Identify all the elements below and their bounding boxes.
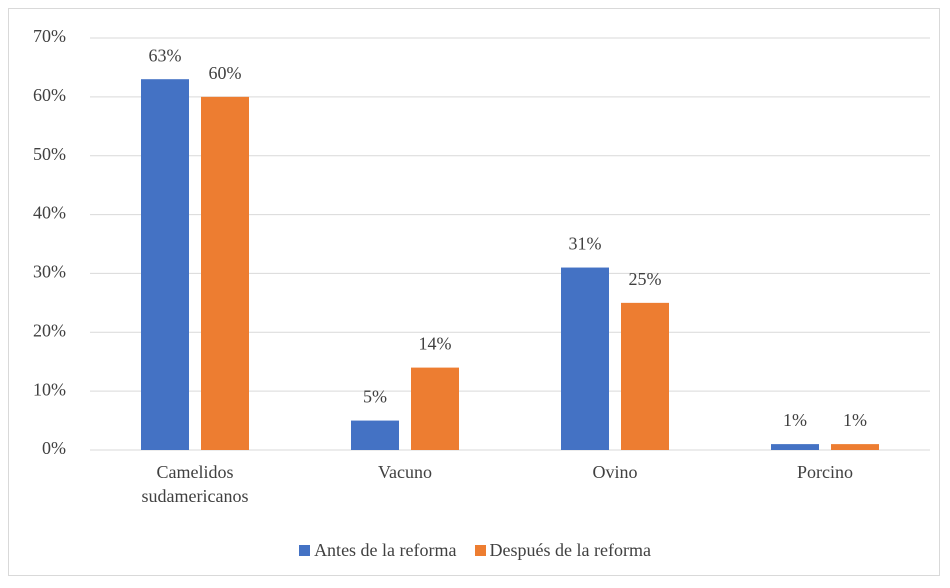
legend: Antes de la reforma Después de la reforma bbox=[0, 540, 950, 561]
chart-frame bbox=[8, 8, 940, 576]
bar bbox=[831, 444, 879, 450]
data-label: 31% bbox=[569, 234, 602, 254]
data-label: 5% bbox=[363, 387, 387, 407]
data-label: 14% bbox=[419, 334, 452, 354]
y-tick-label: 20% bbox=[33, 320, 66, 340]
bar bbox=[411, 367, 459, 450]
bar bbox=[351, 420, 399, 450]
bar bbox=[621, 302, 669, 450]
legend-label: Después de la reforma bbox=[489, 540, 651, 560]
x-tick-label: Camelidos sudamericanos bbox=[141, 462, 249, 506]
bar bbox=[561, 267, 609, 450]
legend-swatch bbox=[299, 545, 311, 556]
y-tick-label: 10% bbox=[33, 379, 66, 399]
y-tick-label: 70% bbox=[33, 26, 66, 46]
bar bbox=[141, 79, 189, 450]
bar bbox=[201, 96, 249, 450]
legend-label: Antes de la reforma bbox=[314, 540, 457, 560]
legend-item: Antes de la reforma bbox=[299, 540, 457, 561]
y-tick-label: 60% bbox=[33, 85, 66, 105]
x-tick-label: Ovino bbox=[592, 462, 638, 482]
x-tick-label: Vacuno bbox=[378, 462, 432, 482]
y-tick-label: 50% bbox=[33, 144, 66, 164]
data-label: 60% bbox=[209, 63, 242, 83]
y-tick-label: 0% bbox=[42, 438, 66, 458]
data-label: 25% bbox=[629, 269, 662, 289]
y-tick-label: 30% bbox=[33, 262, 66, 282]
data-label: 63% bbox=[149, 45, 182, 65]
y-tick-label: 40% bbox=[33, 203, 66, 223]
data-label: 1% bbox=[783, 410, 807, 430]
legend-swatch bbox=[474, 545, 486, 556]
data-label: 1% bbox=[843, 410, 867, 430]
bar bbox=[771, 444, 819, 450]
legend-item: Después de la reforma bbox=[474, 540, 651, 561]
x-tick-label: Porcino bbox=[797, 462, 853, 482]
